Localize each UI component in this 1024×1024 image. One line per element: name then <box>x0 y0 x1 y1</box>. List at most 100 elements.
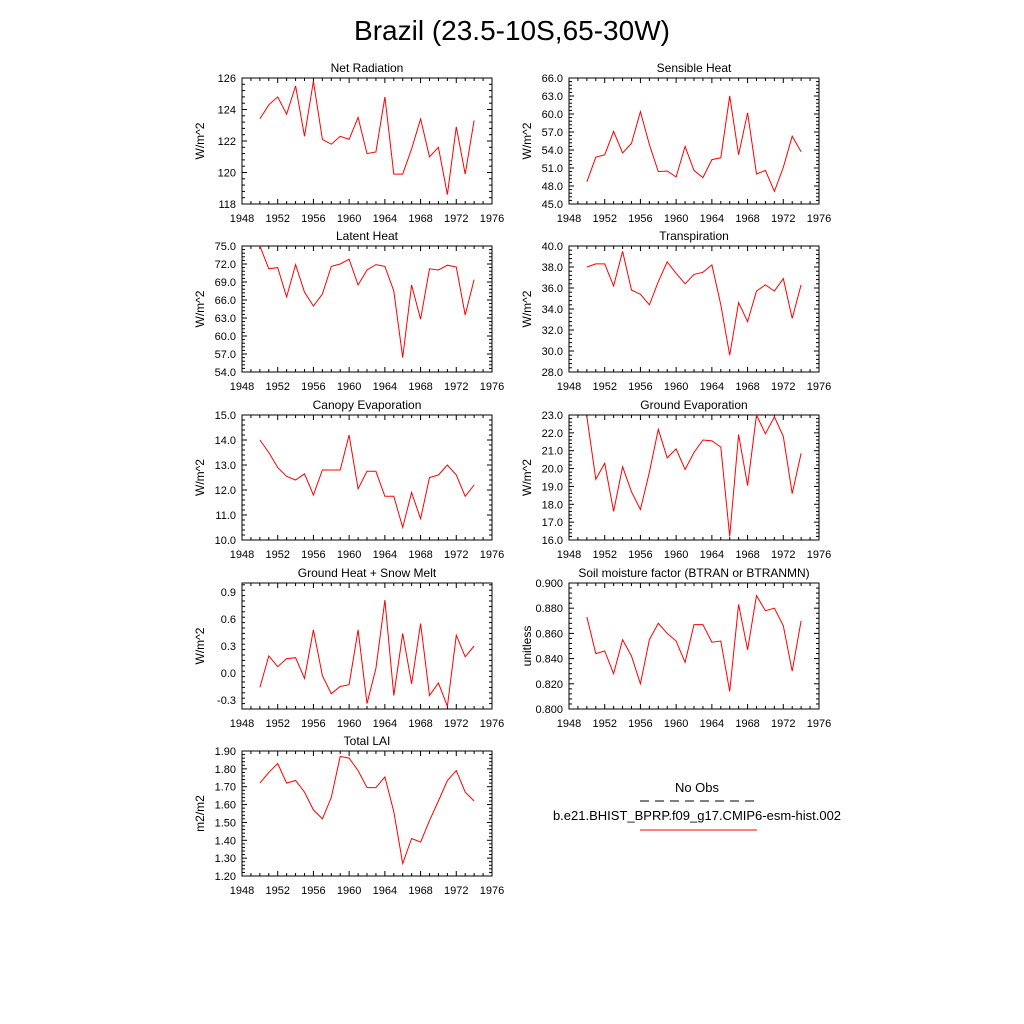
series-line <box>259 434 475 530</box>
x-tick-label: 1952 <box>265 213 289 225</box>
y-tick-label: 48.0 <box>542 181 563 193</box>
x-tick-label: 1972 <box>444 549 468 561</box>
x-tick-label: 1972 <box>771 549 795 561</box>
x-tick-label: 1952 <box>265 381 289 393</box>
plot-frame <box>241 245 493 373</box>
x-tick-label: 1960 <box>664 213 688 225</box>
y-tick-label: 1.40 <box>215 835 236 847</box>
x-tick-label: 1968 <box>735 381 759 393</box>
y-tick-label: 0.9 <box>221 587 236 599</box>
y-tick-label: 16.0 <box>542 535 563 547</box>
x-tick-label: 1972 <box>771 381 795 393</box>
panel-7: Ground Heat + Snow Melt 1948 1952 1956 1960 1… <box>193 566 504 730</box>
legend: No Obs b.e21.BHIST_BPRP.f09_g17.CMIP6-es… <box>553 780 841 831</box>
y-tick-label: 19.0 <box>542 481 563 493</box>
y-tick-label: 23.0 <box>542 410 563 422</box>
y-tick-label: 18.0 <box>542 499 563 511</box>
x-tick-label: 1948 <box>557 381 581 393</box>
y-tick-label: 0.840 <box>535 654 563 666</box>
x-tick-label: 1976 <box>480 381 504 393</box>
x-tick-label: 1956 <box>301 549 325 561</box>
y-tick-label: 57.0 <box>215 349 236 361</box>
y-axis-label: W/m^2 <box>520 459 534 496</box>
panel-3: Latent Heat 1948 1952 1956 1960 1964 1968 1972 1… <box>193 229 504 393</box>
x-tick-label: 1968 <box>408 718 432 730</box>
series-line <box>586 95 802 193</box>
x-tick-label: 1956 <box>301 718 325 730</box>
y-tick-label: 12.0 <box>215 485 236 497</box>
y-tick-label: 0.860 <box>535 628 563 640</box>
x-tick-label: 1976 <box>480 549 504 561</box>
panel-5: Canopy Evaporation 1948 1952 1956 1960 1964 19… <box>193 398 504 561</box>
y-tick-label: 122 <box>218 136 236 148</box>
y-tick-label: 21.0 <box>542 446 563 458</box>
panel-title: Canopy Evaporation <box>313 398 422 412</box>
x-tick-label: 1956 <box>628 718 652 730</box>
y-tick-label: 66.0 <box>542 73 563 85</box>
x-tick-label: 1964 <box>373 718 397 730</box>
y-tick-label: 38.0 <box>542 262 563 274</box>
x-tick-label: 1948 <box>230 549 254 561</box>
panel-title: Soil moisture factor (BTRAN or BTRANMN) <box>578 566 809 580</box>
x-tick-label: 1952 <box>265 549 289 561</box>
x-tick-label: 1948 <box>557 549 581 561</box>
panel-title: Sensible Heat <box>657 61 732 75</box>
y-tick-label: 32.0 <box>542 325 563 337</box>
x-tick-label: 1976 <box>807 381 831 393</box>
x-tick-label: 1960 <box>337 213 361 225</box>
x-tick-label: 1976 <box>807 718 831 730</box>
y-tick-label: 0.800 <box>535 704 563 716</box>
plot-frame <box>241 750 493 877</box>
panel-8: Soil moisture factor (BTRAN or BTRANMN) 1… <box>520 566 831 730</box>
series-line <box>259 81 475 195</box>
y-tick-label: 0.820 <box>535 679 563 691</box>
y-axis-label: W/m^2 <box>193 459 207 496</box>
x-tick-label: 1968 <box>408 213 432 225</box>
x-tick-label: 1956 <box>301 885 325 897</box>
series-line <box>259 245 475 358</box>
x-tick-label: 1948 <box>230 885 254 897</box>
x-tick-label: 1968 <box>408 549 432 561</box>
panel-title: Ground Evaporation <box>640 398 747 412</box>
series-line <box>586 251 802 356</box>
x-tick-label: 1952 <box>265 718 289 730</box>
y-tick-label: 0.0 <box>221 668 236 680</box>
x-tick-label: 1976 <box>807 213 831 225</box>
y-axis-label: unitless <box>520 626 534 667</box>
y-tick-label: 126 <box>218 73 236 85</box>
x-tick-label: 1968 <box>408 885 432 897</box>
x-tick-label: 1952 <box>592 381 616 393</box>
x-tick-label: 1964 <box>373 885 397 897</box>
y-tick-label: 22.0 <box>542 428 563 440</box>
plot-frame <box>568 77 820 205</box>
y-tick-label: 57.0 <box>542 127 563 139</box>
legend-obs-label: No Obs <box>675 780 720 795</box>
y-tick-label: 51.0 <box>542 163 563 175</box>
y-tick-label: 54.0 <box>542 145 563 157</box>
y-tick-label: 0.900 <box>535 578 563 590</box>
x-tick-label: 1964 <box>700 213 724 225</box>
x-tick-label: 1956 <box>628 381 652 393</box>
x-tick-label: 1956 <box>301 381 325 393</box>
x-tick-label: 1976 <box>480 885 504 897</box>
x-tick-label: 1960 <box>337 549 361 561</box>
x-tick-label: 1964 <box>373 213 397 225</box>
panel-1: Net Radiation 1948 1952 1956 1960 1964 1968 197… <box>193 61 504 225</box>
x-tick-label: 1948 <box>557 213 581 225</box>
plot-frame <box>568 245 820 373</box>
x-tick-label: 1976 <box>480 718 504 730</box>
y-axis-label: W/m^2 <box>193 122 207 159</box>
y-tick-label: 0.880 <box>535 603 563 615</box>
figure-title: Brazil (23.5-10S,65-30W) <box>354 15 670 46</box>
y-axis-label: W/m^2 <box>193 627 207 664</box>
plot-frame <box>568 414 820 541</box>
legend-model-label: b.e21.BHIST_BPRP.f09_g17.CMIP6-esm-hist.… <box>553 808 841 823</box>
y-tick-label: 36.0 <box>542 283 563 295</box>
x-tick-label: 1968 <box>735 549 759 561</box>
x-tick-label: 1956 <box>628 213 652 225</box>
x-tick-label: 1960 <box>664 718 688 730</box>
y-tick-label: 124 <box>218 105 236 117</box>
panel-title: Total LAI <box>344 734 391 748</box>
panel-title: Latent Heat <box>336 229 399 243</box>
